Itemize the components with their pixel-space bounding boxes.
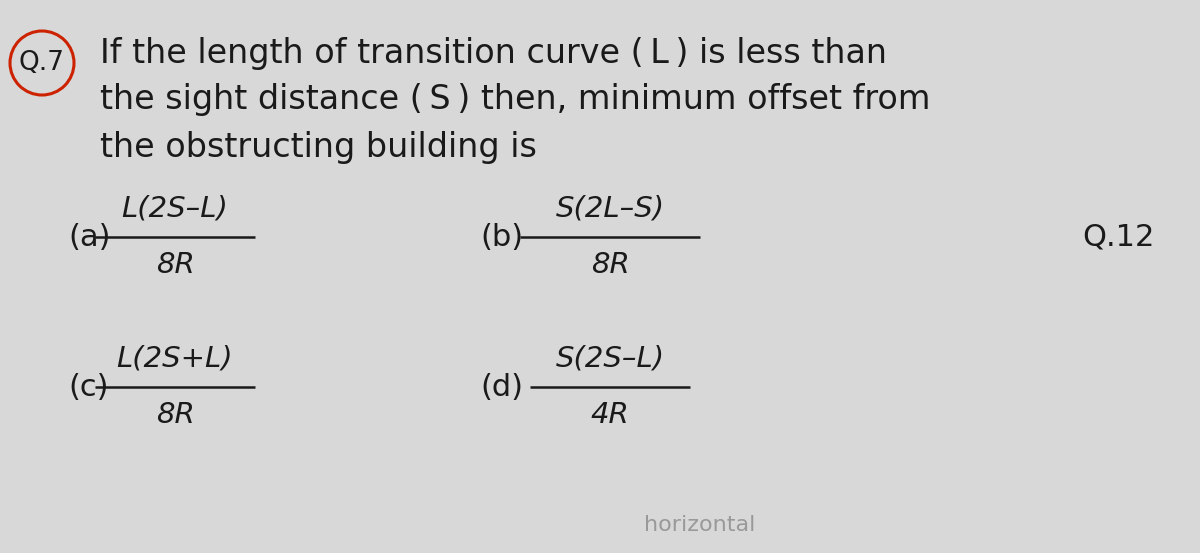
Text: 8R: 8R [156, 251, 194, 279]
Text: 8R: 8R [590, 251, 629, 279]
Text: the obstructing building is: the obstructing building is [100, 131, 536, 164]
Text: If the length of transition curve ( L ) is less than: If the length of transition curve ( L ) … [100, 36, 887, 70]
Text: Q.12: Q.12 [1082, 222, 1154, 252]
Text: L(2S+L): L(2S+L) [116, 344, 233, 372]
Text: (b): (b) [480, 222, 523, 252]
Text: the sight distance ( S ) then, minimum offset from: the sight distance ( S ) then, minimum o… [100, 84, 930, 117]
Text: 4R: 4R [590, 401, 629, 429]
Text: horizontal: horizontal [644, 515, 756, 535]
Text: S(2L–S): S(2L–S) [556, 194, 665, 222]
Text: (a): (a) [68, 222, 110, 252]
Text: S(2S–L): S(2S–L) [556, 344, 665, 372]
Text: (c): (c) [68, 373, 108, 401]
Text: Q.7: Q.7 [19, 50, 65, 76]
Text: 8R: 8R [156, 401, 194, 429]
Text: L(2S–L): L(2S–L) [121, 194, 228, 222]
Text: (d): (d) [480, 373, 523, 401]
